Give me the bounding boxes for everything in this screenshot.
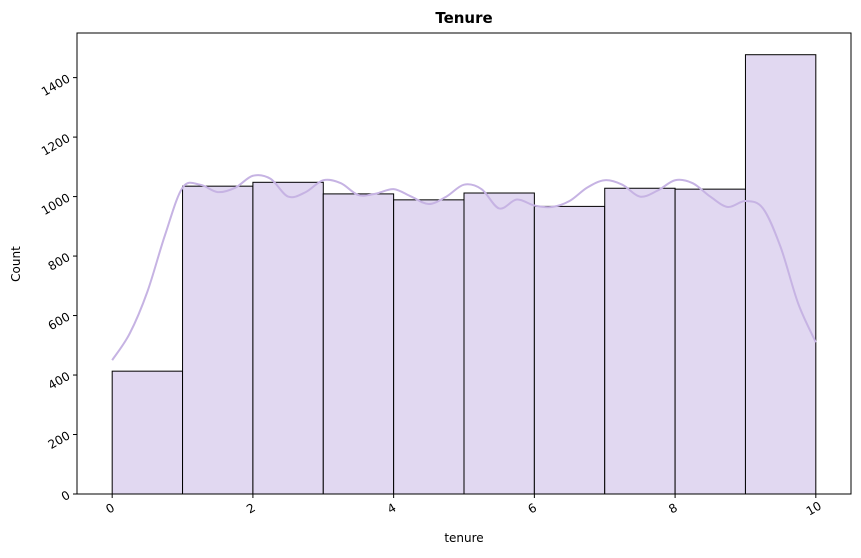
y-tick-label-0: 0 [59, 488, 73, 504]
y-axis-label: Count [9, 246, 23, 282]
histogram-bar-6 [533, 205, 606, 495]
x-tick-label-5: 10 [804, 499, 824, 519]
y-tick-label-3: 600 [46, 309, 73, 333]
histogram-bar-7 [604, 187, 676, 495]
y-tick-label-4: 800 [46, 250, 73, 274]
kde-curve [111, 174, 817, 361]
y-ticks: 0 200 400 600 800 1000 1200 1400 [39, 72, 77, 504]
y-tick-label-1: 200 [46, 428, 73, 452]
histogram-bar-3 [322, 193, 395, 495]
x-tick-label-2: 4 [385, 501, 399, 517]
plot-frame [76, 32, 852, 495]
y-tick-label-6: 1200 [39, 131, 72, 158]
x-tick-label-4: 8 [666, 501, 680, 517]
histogram-bar-1 [182, 185, 254, 495]
kde-layer [111, 174, 817, 361]
y-tick-label-7: 1400 [39, 72, 72, 99]
x-ticks: 0 2 4 6 8 10 [103, 494, 824, 518]
y-tick-label-5: 1000 [39, 191, 72, 218]
histogram-bar-4 [393, 199, 465, 495]
chart-title: Tenure [435, 9, 492, 27]
y-tick-label-2: 400 [46, 369, 73, 393]
histogram-bar-9 [744, 54, 817, 495]
bars-layer [111, 54, 817, 495]
x-tick-label-3: 6 [526, 501, 540, 517]
histogram-bar-8 [674, 188, 746, 495]
x-tick-label-1: 2 [244, 501, 258, 517]
histogram-bar-2 [252, 181, 324, 495]
histogram-bar-0 [111, 370, 184, 495]
histogram-bar-5 [463, 192, 535, 495]
x-tick-label-0: 0 [103, 501, 117, 517]
x-axis-label: tenure [444, 531, 483, 545]
